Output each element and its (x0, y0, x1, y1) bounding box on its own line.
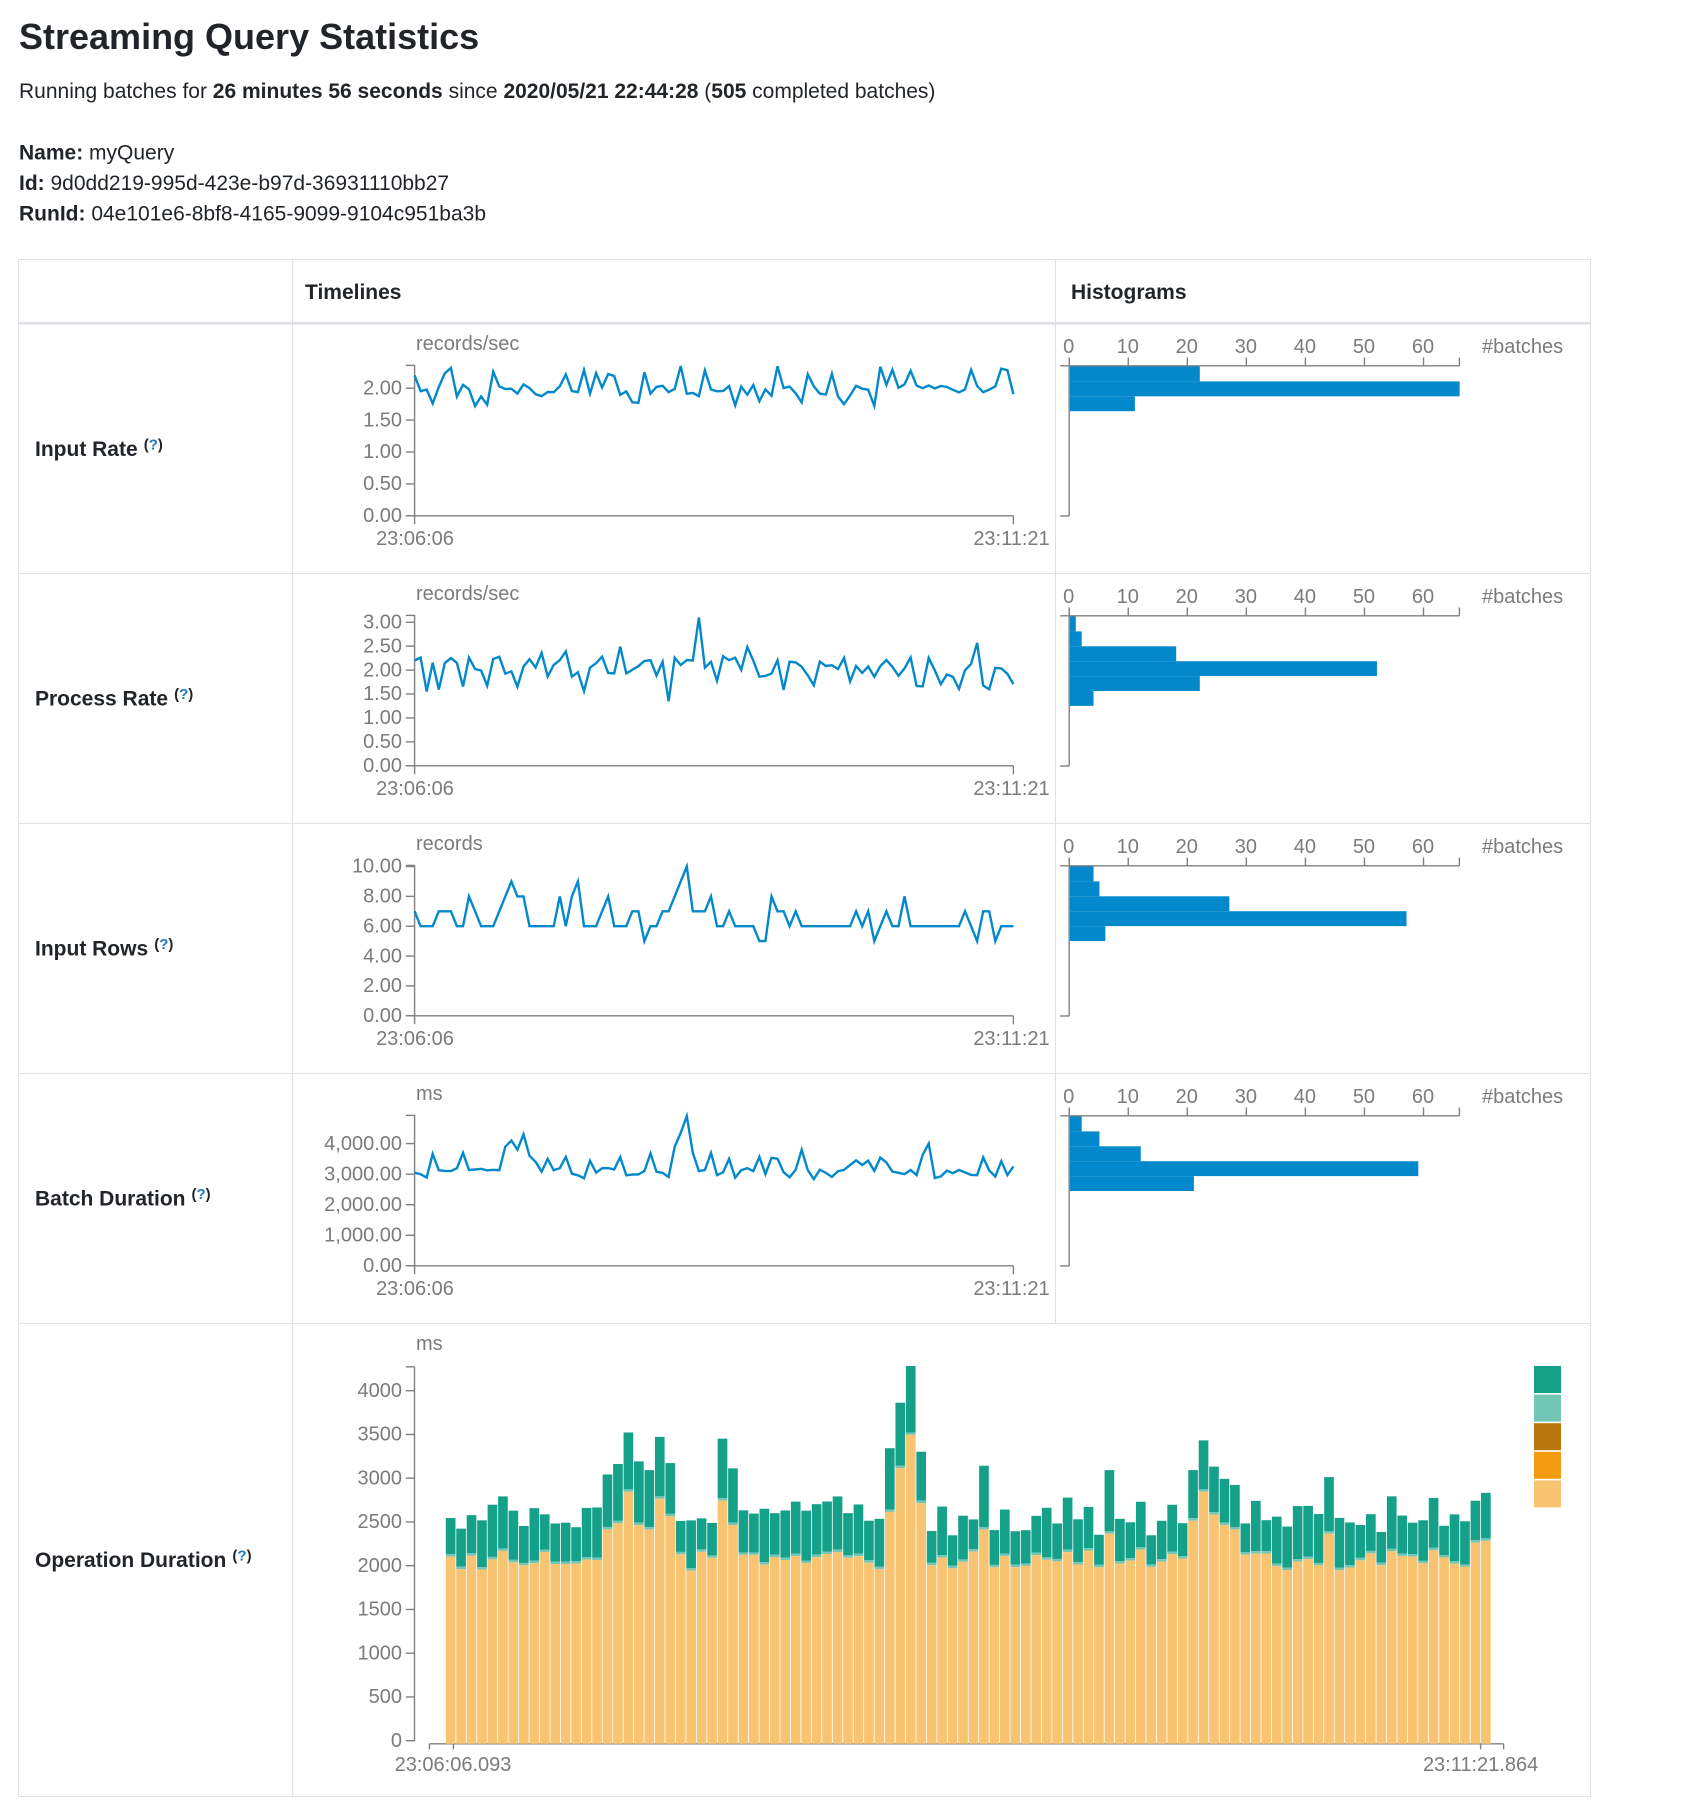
svg-text:1.00: 1.00 (363, 441, 402, 463)
svg-text:30: 30 (1235, 1086, 1257, 1108)
svg-text:23:06:06: 23:06:06 (376, 528, 454, 550)
svg-text:23:11:21: 23:11:21 (973, 1278, 1049, 1300)
svg-text:Timelines: Timelines (305, 281, 402, 304)
svg-text:1.00: 1.00 (363, 707, 402, 729)
svg-text:Id: 9d0dd219-995d-423e-b97d-36: Id: 9d0dd219-995d-423e-b97d-36931110bb27 (19, 172, 449, 195)
svg-text:20: 20 (1176, 836, 1198, 858)
svg-text:3000: 3000 (358, 1467, 403, 1489)
svg-text:3,000.00: 3,000.00 (324, 1163, 402, 1185)
svg-text:23:11:21: 23:11:21 (973, 778, 1049, 800)
svg-text:0.50: 0.50 (363, 731, 402, 753)
svg-text:2.00: 2.00 (363, 659, 402, 681)
svg-text:500: 500 (369, 1686, 402, 1708)
svg-text:50: 50 (1353, 336, 1375, 358)
svg-text:20: 20 (1176, 336, 1198, 358)
svg-text:10: 10 (1117, 1086, 1139, 1108)
svg-text:RunId: 04e101e6-8bf8-4165-9099: RunId: 04e101e6-8bf8-4165-9099-9104c951b… (19, 203, 486, 226)
svg-text:23:06:06.093: 23:06:06.093 (395, 1754, 512, 1776)
svg-text:Operation Duration: Operation Duration (35, 1549, 226, 1572)
svg-text:0: 0 (1063, 586, 1074, 608)
svg-text:40: 40 (1294, 836, 1316, 858)
svg-text:4.00: 4.00 (363, 945, 402, 967)
svg-text:0.00: 0.00 (363, 1005, 402, 1027)
svg-text:records: records (416, 833, 483, 855)
svg-text:1500: 1500 (358, 1599, 403, 1621)
svg-text:30: 30 (1235, 836, 1257, 858)
svg-text:50: 50 (1353, 1086, 1375, 1108)
svg-text:0: 0 (391, 1730, 402, 1752)
svg-text:ms: ms (416, 1333, 443, 1355)
svg-text:Histograms: Histograms (1071, 281, 1187, 304)
svg-text:40: 40 (1294, 336, 1316, 358)
svg-text:2.00: 2.00 (363, 975, 402, 997)
svg-text:2.50: 2.50 (363, 635, 402, 657)
svg-text:Streaming Query Statistics: Streaming Query Statistics (19, 16, 479, 57)
svg-text:Process Rate: Process Rate (35, 688, 168, 711)
svg-text:60: 60 (1412, 836, 1434, 858)
svg-text:10.00: 10.00 (352, 856, 402, 878)
svg-text:0: 0 (1063, 836, 1074, 858)
svg-text:#batches: #batches (1482, 586, 1563, 608)
svg-text:3500: 3500 (358, 1424, 403, 1446)
svg-text:10: 10 (1117, 836, 1139, 858)
svg-text:Batch Duration: Batch Duration (35, 1188, 186, 1211)
svg-text:23:11:21: 23:11:21 (973, 1028, 1049, 1050)
svg-text:60: 60 (1412, 586, 1434, 608)
svg-text:1.50: 1.50 (363, 683, 402, 705)
svg-text:60: 60 (1412, 1086, 1434, 1108)
svg-text:0: 0 (1063, 1086, 1074, 1108)
svg-text:Running batches for 26 minutes: Running batches for 26 minutes 56 second… (19, 80, 935, 103)
svg-text:40: 40 (1294, 586, 1316, 608)
svg-text:23:06:06: 23:06:06 (376, 778, 454, 800)
svg-text:4,000.00: 4,000.00 (324, 1133, 402, 1155)
svg-text:Name: myQuery: Name: myQuery (19, 142, 175, 165)
svg-text:6.00: 6.00 (363, 915, 402, 937)
svg-text:2.00: 2.00 (363, 377, 402, 399)
svg-text:30: 30 (1235, 336, 1257, 358)
svg-text:(?): (?) (154, 936, 173, 953)
svg-text:0.00: 0.00 (363, 505, 402, 527)
svg-text:50: 50 (1353, 586, 1375, 608)
svg-text:20: 20 (1176, 586, 1198, 608)
svg-text:(?): (?) (192, 1186, 211, 1203)
svg-text:#batches: #batches (1482, 336, 1563, 358)
svg-text:Input Rate: Input Rate (35, 438, 138, 461)
svg-text:records/sec: records/sec (416, 583, 519, 605)
svg-text:2000: 2000 (358, 1555, 403, 1577)
svg-text:#batches: #batches (1482, 1086, 1563, 1108)
svg-text:(?): (?) (232, 1548, 251, 1565)
svg-text:8.00: 8.00 (363, 886, 402, 908)
svg-text:10: 10 (1117, 586, 1139, 608)
svg-text:60: 60 (1412, 336, 1434, 358)
svg-text:23:06:06: 23:06:06 (376, 1278, 454, 1300)
svg-text:10: 10 (1117, 336, 1139, 358)
svg-text:23:11:21.864: 23:11:21.864 (1423, 1754, 1538, 1776)
svg-text:0.00: 0.00 (363, 755, 402, 777)
svg-text:2500: 2500 (358, 1511, 403, 1533)
svg-text:40: 40 (1294, 1086, 1316, 1108)
svg-text:(?): (?) (144, 437, 163, 454)
svg-text:50: 50 (1353, 836, 1375, 858)
svg-text:(?): (?) (174, 686, 193, 703)
svg-text:20: 20 (1176, 1086, 1198, 1108)
svg-text:23:06:06: 23:06:06 (376, 1028, 454, 1050)
svg-text:ms: ms (416, 1083, 443, 1105)
svg-text:23:11:21: 23:11:21 (973, 528, 1049, 550)
svg-text:Input Rows: Input Rows (35, 938, 148, 961)
svg-text:0.00: 0.00 (363, 1255, 402, 1277)
svg-text:1000: 1000 (358, 1642, 403, 1664)
svg-text:4000: 4000 (358, 1380, 403, 1402)
svg-text:records/sec: records/sec (416, 333, 519, 355)
svg-text:#batches: #batches (1482, 836, 1563, 858)
svg-text:3.00: 3.00 (363, 611, 402, 633)
svg-text:1,000.00: 1,000.00 (324, 1224, 402, 1246)
svg-text:1.50: 1.50 (363, 409, 402, 431)
svg-text:30: 30 (1235, 586, 1257, 608)
svg-text:2,000.00: 2,000.00 (324, 1194, 402, 1216)
svg-text:0.50: 0.50 (363, 473, 402, 495)
svg-text:0: 0 (1063, 336, 1074, 358)
